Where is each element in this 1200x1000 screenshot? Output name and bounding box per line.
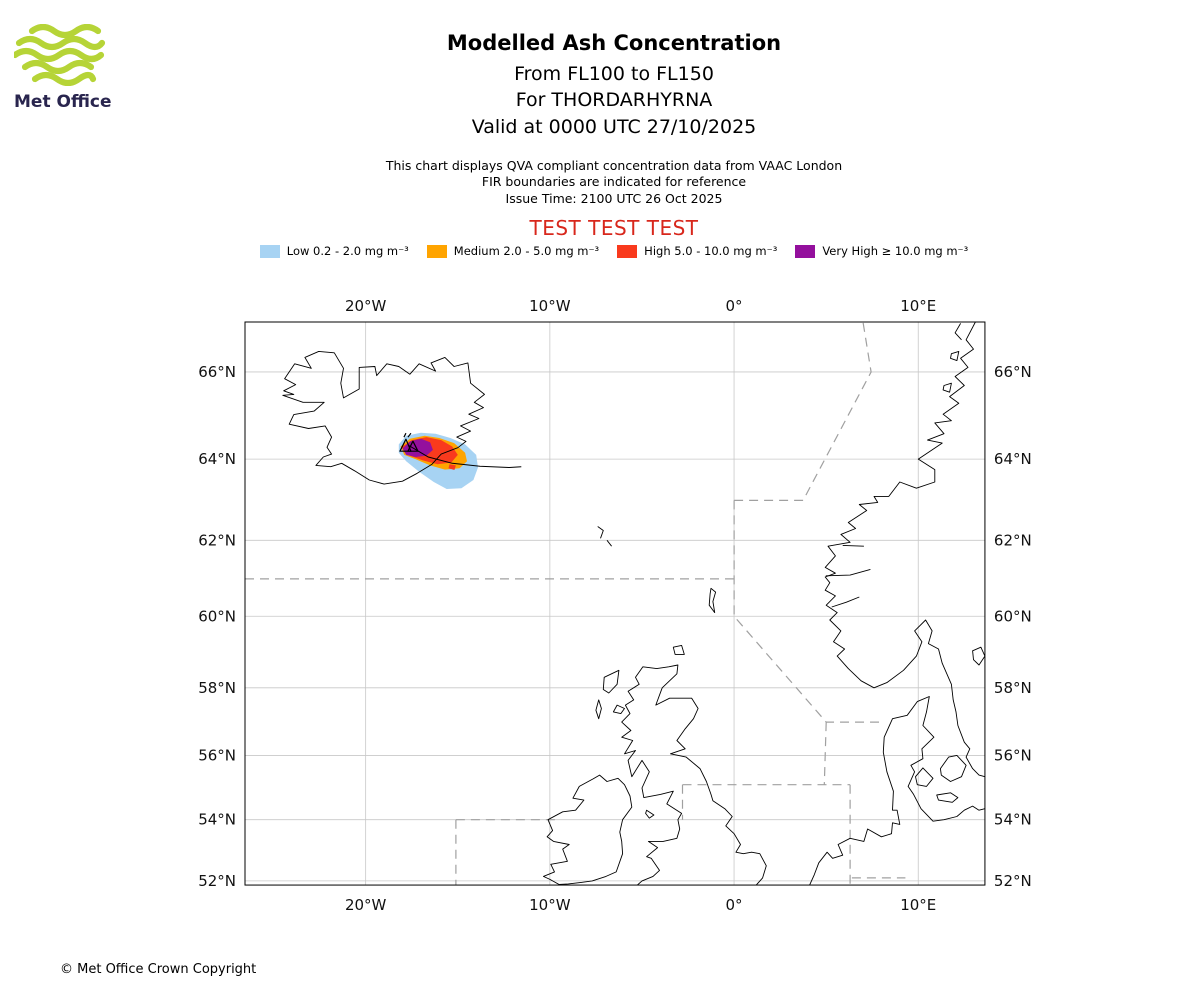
y-tick-label: 64°N (198, 450, 236, 468)
coast-lolland-falster (936, 792, 959, 803)
coast-faroe-1 (597, 526, 604, 539)
y-tick-label: 58°N (994, 679, 1032, 697)
legend-swatch-very-high (795, 244, 816, 258)
map-container: 20°W 20°W 10°W 10°W 0° 0° 10°E 10°E 66°N 66°N 64°N… (175, 287, 1055, 941)
legend-label-medium: Medium 2.0 - 5.0 mg m⁻³ (453, 244, 600, 258)
coast-helgeland-island-1 (950, 350, 960, 362)
y-tick-label: 54°N (198, 811, 236, 829)
coast-lake-vanern (972, 646, 985, 666)
y-tick-label: 62°N (198, 531, 236, 549)
x-tick-label: 10°W (529, 297, 571, 315)
x-tick-label: 10°E (900, 297, 936, 315)
y-tick-label: 62°N (994, 531, 1032, 549)
plume-very-high (402, 438, 433, 457)
x-tick-label: 0° (726, 297, 743, 315)
note-fir-reference: FIR boundaries are indicated for referen… (481, 174, 747, 189)
y-tick-label: 56°N (198, 746, 236, 764)
trajectory-line (408, 445, 522, 469)
legend-swatch-low (259, 244, 280, 258)
coast-faroe-2 (606, 540, 612, 547)
coast-ireland (542, 774, 633, 885)
coast-uists (595, 699, 602, 720)
map-layers (245, 322, 985, 886)
coast-hardangerfjord (831, 596, 860, 608)
legend-item-very-high: Very High ≥ 10.0 mg m⁻³ (795, 244, 968, 258)
legend-swatch-high (617, 244, 638, 258)
coast-helgeland-island-2 (942, 382, 952, 393)
coast-lewis-harris (602, 669, 620, 694)
test-banner: TEST TEST TEST (529, 216, 699, 240)
fir-boundaries (245, 322, 906, 886)
y-tick-label: 64°N (994, 450, 1032, 468)
legend-item-high: High 5.0 - 10.0 mg m⁻³ (617, 244, 777, 258)
coast-funen (915, 767, 934, 787)
coast-norway-sweden (824, 322, 985, 778)
legend-label-low: Low 0.2 - 2.0 mg m⁻³ (286, 244, 409, 258)
coast-great-britain (621, 664, 767, 886)
y-tick-label: 60°N (994, 607, 1032, 625)
coast-nordfjord (842, 544, 864, 547)
x-tick-label: 20°W (345, 297, 387, 315)
logo-waves-icon (11, 23, 106, 87)
subtitle-valid-time: Valid at 0000 UTC 27/10/2025 (471, 116, 757, 138)
volcano-marker-icon (399, 432, 419, 452)
legend-label-high: High 5.0 - 10.0 mg m⁻³ (644, 244, 778, 258)
legend-item-medium: Medium 2.0 - 5.0 mg m⁻³ (426, 244, 600, 258)
note-qva-compliance: This chart displays QVA compliant concen… (385, 158, 843, 173)
coast-zealand (939, 754, 967, 782)
ash-concentration-map: 20°W 20°W 10°W 10°W 0° 0° 10°E 10°E 66°N 66°N 64°N… (198, 297, 1032, 914)
note-issue-time: Issue Time: 2100 UTC 26 Oct 2025 (505, 191, 723, 206)
coast-orkney (672, 644, 685, 655)
legend-swatch-medium (426, 244, 447, 258)
map-frame (244, 321, 986, 886)
y-tick-label: 52°N (994, 872, 1032, 890)
coast-continental-nl-de-dk (809, 696, 985, 886)
y-tick-label: 60°N (198, 607, 236, 625)
legend-label-very-high: Very High ≥ 10.0 mg m⁻³ (822, 244, 969, 258)
coast-iceland (282, 350, 485, 485)
coast-lofoten-fringe (954, 323, 962, 341)
y-tick-label: 66°N (198, 363, 236, 381)
coast-shetland (708, 587, 717, 614)
legend-item-low: Low 0.2 - 2.0 mg m⁻³ (259, 244, 409, 258)
subtitle-volcano: For THORDARHYRNA (515, 89, 713, 111)
gridlines (245, 322, 985, 886)
met-office-logo: Met Office (11, 23, 124, 112)
logo-wordmark: Met Office (14, 92, 112, 112)
x-tick-label: 0° (726, 896, 743, 914)
legend: Low 0.2 - 2.0 mg m⁻³ Medium 2.0 - 5.0 mg… (14, 244, 1200, 258)
x-tick-label: 10°E (900, 896, 936, 914)
y-tick-label: 54°N (994, 811, 1032, 829)
y-tick-label: 58°N (198, 679, 236, 697)
axis-labels: 20°W 20°W 10°W 10°W 0° 0° 10°E 10°E 66°N 66°N 64°N… (198, 297, 1032, 914)
coast-isle-of-man (645, 809, 655, 819)
y-tick-label: 52°N (198, 872, 236, 890)
coastlines (282, 322, 985, 886)
plume-high-spot (448, 464, 456, 470)
subtitle-flight-levels: From FL100 to FL150 (514, 63, 714, 85)
page-title: Modelled Ash Concentration (446, 31, 782, 55)
y-tick-label: 66°N (994, 363, 1032, 381)
x-tick-label: 10°W (529, 896, 571, 914)
coast-skye (612, 704, 625, 715)
coast-sognefjord (825, 568, 871, 577)
x-tick-label: 20°W (345, 896, 387, 914)
y-tick-label: 56°N (994, 746, 1032, 764)
copyright-text: © Met Office Crown Copyright (60, 962, 257, 977)
